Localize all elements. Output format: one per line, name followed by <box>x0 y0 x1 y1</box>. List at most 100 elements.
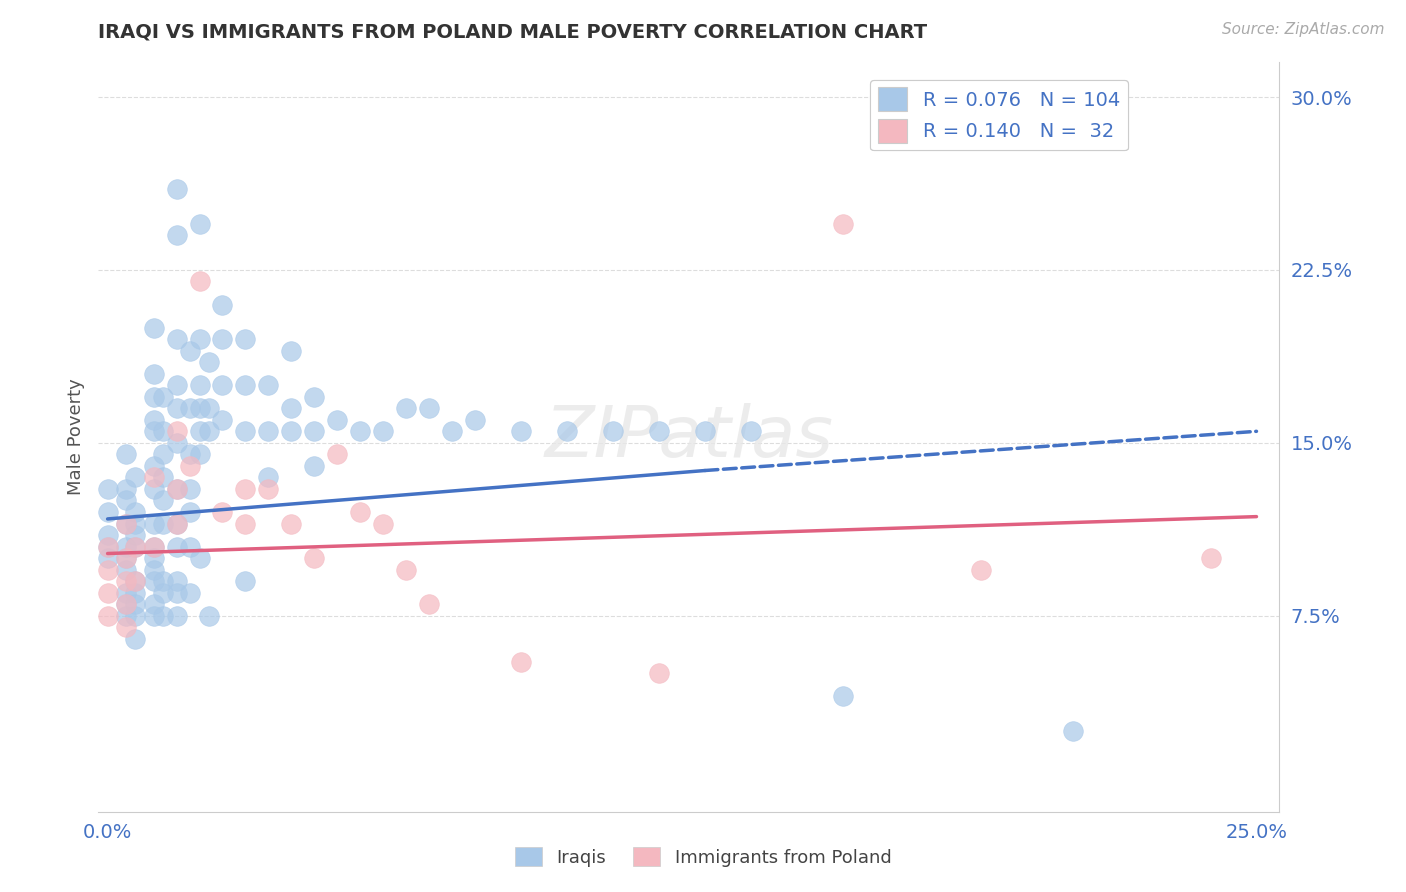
Point <box>124 608 146 623</box>
Point <box>197 355 219 369</box>
Point <box>124 540 146 554</box>
Point <box>179 401 201 416</box>
Point <box>142 425 165 439</box>
Point <box>152 585 174 599</box>
Point <box>97 563 120 577</box>
Point <box>179 482 201 496</box>
Point <box>740 425 762 439</box>
Point <box>395 563 418 577</box>
Point <box>166 516 188 531</box>
Point <box>211 413 233 427</box>
Point <box>115 563 138 577</box>
Point <box>179 505 201 519</box>
Point <box>166 482 188 496</box>
Point <box>211 378 233 392</box>
Point <box>124 505 146 519</box>
Point <box>142 470 165 484</box>
Point <box>115 447 138 461</box>
Point <box>179 458 201 473</box>
Point <box>510 425 533 439</box>
Point <box>179 343 201 358</box>
Point <box>418 401 440 416</box>
Point <box>142 551 165 566</box>
Point <box>510 655 533 669</box>
Point <box>280 401 302 416</box>
Point <box>211 505 233 519</box>
Point <box>188 447 211 461</box>
Point <box>115 516 138 531</box>
Point <box>115 597 138 611</box>
Point <box>142 540 165 554</box>
Point <box>326 447 349 461</box>
Point <box>152 574 174 589</box>
Point <box>280 516 302 531</box>
Point <box>97 585 120 599</box>
Point <box>115 620 138 634</box>
Point <box>257 378 280 392</box>
Point <box>152 493 174 508</box>
Point <box>831 217 853 231</box>
Legend: Iraqis, Immigrants from Poland: Iraqis, Immigrants from Poland <box>508 840 898 874</box>
Text: IRAQI VS IMMIGRANTS FROM POLAND MALE POVERTY CORRELATION CHART: IRAQI VS IMMIGRANTS FROM POLAND MALE POV… <box>98 22 928 41</box>
Point <box>188 275 211 289</box>
Point <box>166 435 188 450</box>
Point <box>142 413 165 427</box>
Point <box>166 332 188 346</box>
Point <box>257 425 280 439</box>
Point <box>693 425 716 439</box>
Point <box>235 516 257 531</box>
Point <box>124 528 146 542</box>
Point <box>152 447 174 461</box>
Point <box>115 551 138 566</box>
Point <box>235 425 257 439</box>
Point <box>166 608 188 623</box>
Point <box>304 551 326 566</box>
Point <box>188 378 211 392</box>
Point <box>115 585 138 599</box>
Point <box>235 574 257 589</box>
Point <box>179 585 201 599</box>
Point <box>211 332 233 346</box>
Point <box>142 367 165 381</box>
Point <box>97 608 120 623</box>
Point <box>280 343 302 358</box>
Point <box>166 540 188 554</box>
Point <box>441 425 464 439</box>
Point <box>373 516 395 531</box>
Point <box>166 401 188 416</box>
Point <box>166 482 188 496</box>
Point <box>304 458 326 473</box>
Point <box>142 320 165 334</box>
Point <box>197 425 219 439</box>
Point <box>142 608 165 623</box>
Point <box>464 413 486 427</box>
Point <box>1062 724 1084 739</box>
Point <box>188 332 211 346</box>
Point <box>124 574 146 589</box>
Point <box>115 482 138 496</box>
Point <box>235 378 257 392</box>
Point <box>115 597 138 611</box>
Point <box>124 516 146 531</box>
Point <box>166 425 188 439</box>
Point <box>142 540 165 554</box>
Point <box>142 482 165 496</box>
Point <box>257 482 280 496</box>
Point <box>142 390 165 404</box>
Point <box>179 540 201 554</box>
Point <box>97 482 120 496</box>
Point <box>304 425 326 439</box>
Point <box>179 447 201 461</box>
Point <box>197 401 219 416</box>
Point <box>235 332 257 346</box>
Text: ZIPatlas: ZIPatlas <box>544 402 834 472</box>
Point <box>970 563 993 577</box>
Point <box>124 540 146 554</box>
Point <box>97 528 120 542</box>
Point <box>152 608 174 623</box>
Point <box>166 516 188 531</box>
Point <box>326 413 349 427</box>
Point <box>142 458 165 473</box>
Point <box>555 425 578 439</box>
Point <box>124 574 146 589</box>
